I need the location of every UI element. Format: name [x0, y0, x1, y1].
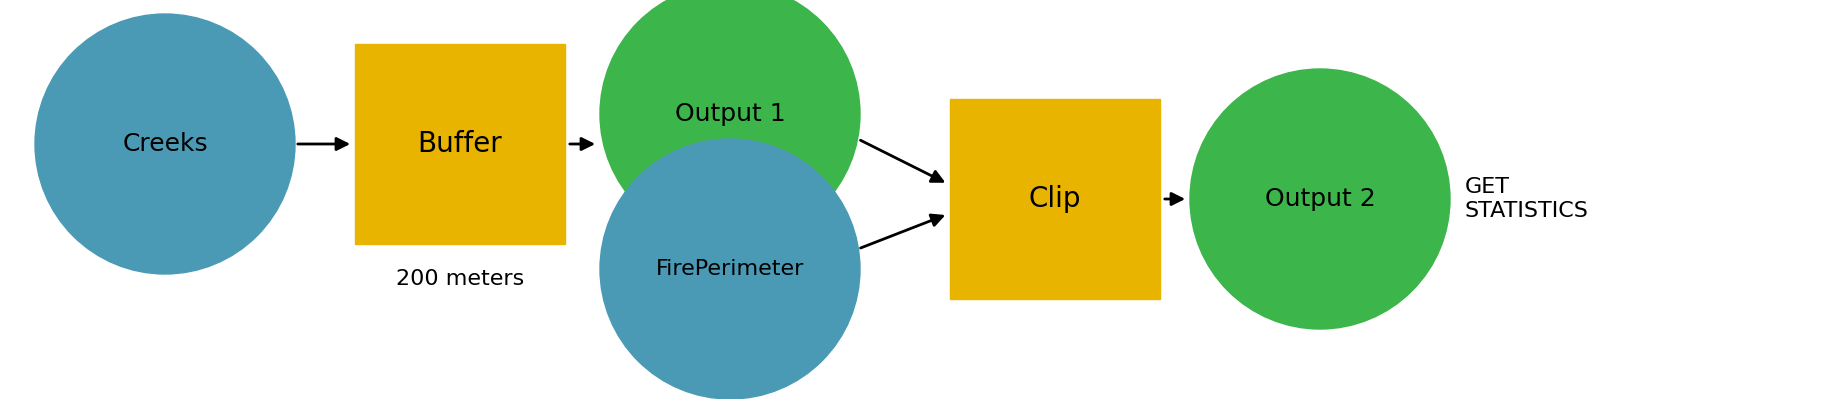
Text: Buffer: Buffer — [417, 130, 501, 158]
Text: Output 2: Output 2 — [1263, 187, 1375, 211]
Ellipse shape — [1189, 69, 1449, 329]
FancyBboxPatch shape — [355, 44, 565, 244]
Text: 200 meters: 200 meters — [396, 269, 523, 289]
Text: Clip: Clip — [1028, 185, 1081, 213]
Ellipse shape — [600, 139, 859, 399]
Ellipse shape — [35, 14, 295, 274]
Text: GET
STATISTICS: GET STATISTICS — [1464, 178, 1588, 221]
Text: FirePerimeter: FirePerimeter — [656, 259, 804, 279]
Text: Creeks: Creeks — [122, 132, 208, 156]
Text: Output 1: Output 1 — [675, 102, 786, 126]
FancyBboxPatch shape — [950, 99, 1159, 299]
Ellipse shape — [600, 0, 859, 244]
